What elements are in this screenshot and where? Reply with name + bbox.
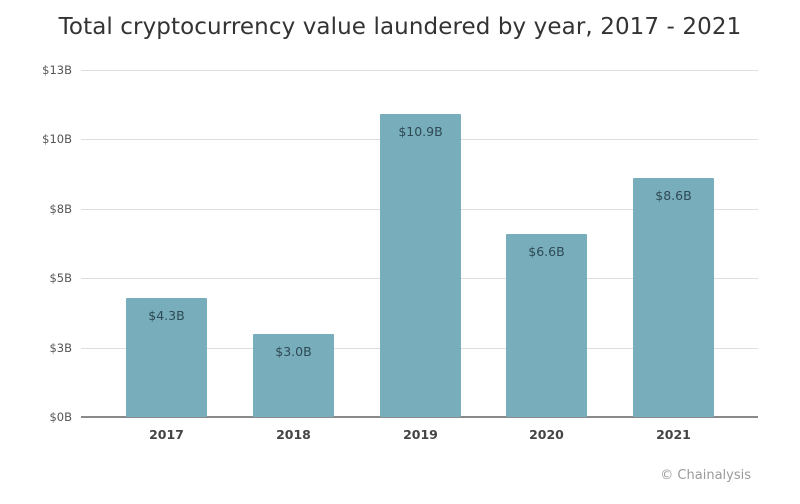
x-axis-tick-label: 2020 bbox=[529, 427, 564, 442]
x-axis-line bbox=[81, 416, 758, 418]
source-credit: © Chainalysis bbox=[660, 468, 751, 483]
y-axis-tick-label: $8B bbox=[49, 202, 72, 216]
x-axis-tick-label: 2017 bbox=[149, 427, 184, 442]
x-axis-tick-label: 2018 bbox=[276, 427, 311, 442]
bar-2018: $3.0B bbox=[253, 334, 334, 417]
y-axis-tick-label: $13B bbox=[42, 63, 72, 77]
bar-value-label: $6.6B bbox=[528, 244, 565, 259]
bar-value-label: $3.0B bbox=[275, 344, 312, 359]
bar-2019: $10.9B bbox=[380, 114, 461, 417]
x-axis-tick-label: 2021 bbox=[656, 427, 691, 442]
bar-value-label: $4.3B bbox=[148, 308, 185, 323]
x-axis-tick-label: 2019 bbox=[403, 427, 438, 442]
gridline bbox=[81, 70, 758, 71]
y-axis-tick-label: $0B bbox=[49, 410, 72, 424]
bar-value-label: $10.9B bbox=[398, 124, 443, 139]
bar-value-label: $8.6B bbox=[655, 188, 692, 203]
y-axis-tick-label: $3B bbox=[49, 341, 72, 355]
y-axis-tick-label: $5B bbox=[49, 271, 72, 285]
y-axis-tick-label: $10B bbox=[42, 132, 72, 146]
bar-2021: $8.6B bbox=[633, 178, 714, 417]
bar-2017: $4.3B bbox=[126, 298, 207, 417]
chart-title: Total cryptocurrency value laundered by … bbox=[58, 14, 742, 40]
bar-2020: $6.6B bbox=[506, 234, 587, 417]
